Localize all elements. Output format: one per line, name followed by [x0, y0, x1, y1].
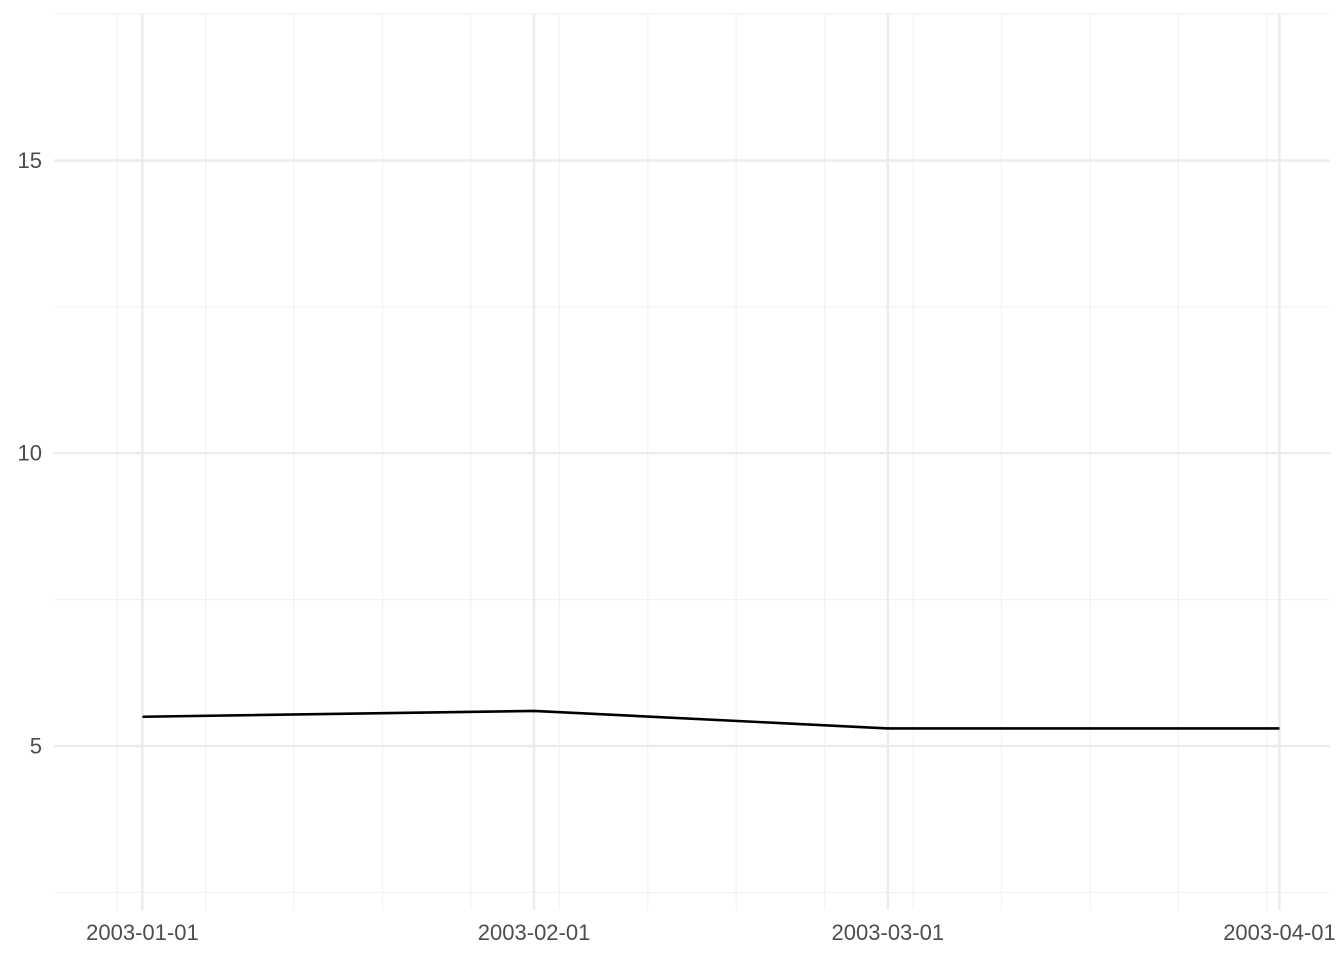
- series-layer: [142, 709, 1280, 730]
- minor-gridlines: [54, 13, 1330, 910]
- y-tick-label: 15: [18, 148, 42, 173]
- x-tick-label: 2003-02-01: [478, 920, 591, 945]
- x-axis-tick-labels: 2003-01-01 2003-02-01 2003-03-01 2003-04-01: [86, 920, 1336, 945]
- series-line: [142, 709, 1280, 730]
- x-tick-label: 2003-03-01: [832, 920, 945, 945]
- major-gridlines: [54, 14, 1330, 910]
- y-tick-label: 5: [30, 734, 42, 759]
- x-tick-label: 2003-04-01: [1223, 920, 1336, 945]
- y-axis-tick-labels: 5 10 15: [18, 148, 42, 759]
- x-tick-label: 2003-01-01: [86, 920, 199, 945]
- y-tick-label: 10: [18, 441, 42, 466]
